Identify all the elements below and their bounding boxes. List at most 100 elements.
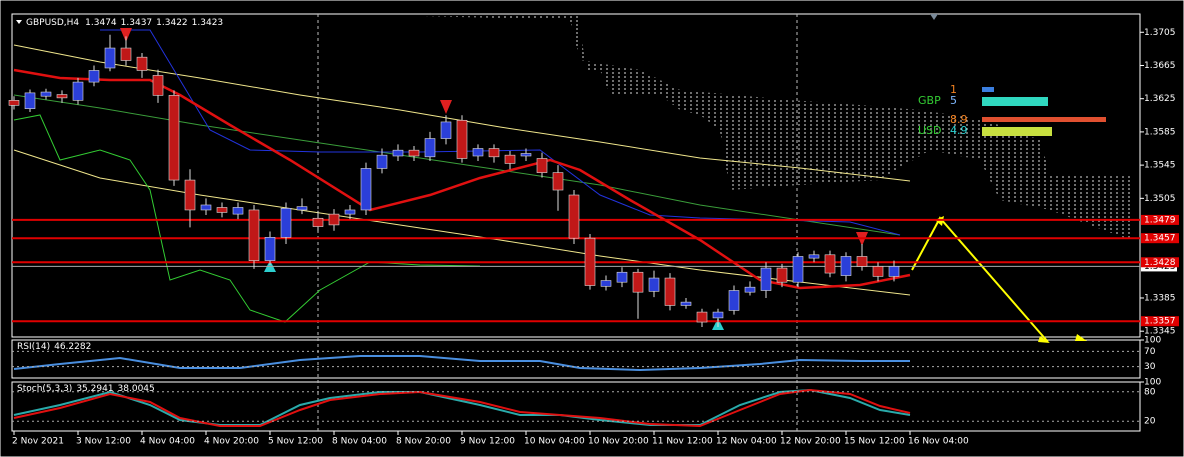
candle-body xyxy=(88,70,100,83)
candle-body xyxy=(440,121,452,139)
candle-body xyxy=(616,271,628,283)
candle-body xyxy=(728,290,740,311)
candle-body xyxy=(248,209,260,261)
level-label: 1.3457 xyxy=(1144,234,1176,244)
chikou-line xyxy=(13,114,481,323)
candle-body xyxy=(200,204,212,211)
indicator-value: 46.2282 xyxy=(54,342,91,352)
candle-body xyxy=(312,217,324,227)
candle-body xyxy=(888,266,900,277)
candle-body xyxy=(872,266,884,277)
candle-body xyxy=(216,207,228,213)
moving-average xyxy=(13,44,911,182)
menu-arrow xyxy=(16,20,22,24)
x-tick-label: 3 Nov 12:00 xyxy=(76,437,131,447)
y-tick-label: 1.3665 xyxy=(1144,61,1176,71)
chart-header: GBPUSD,H4 1.3474 1.3437 1.3422 1.3423 xyxy=(26,18,223,28)
level-label-bg xyxy=(1141,214,1179,225)
x-tick-label: 9 Nov 12:00 xyxy=(460,437,515,447)
y-tick-label: 1.3385 xyxy=(1144,293,1176,303)
candle-body xyxy=(776,267,788,283)
indicator-tick-label: 100 xyxy=(1144,378,1161,388)
x-tick-label: 15 Nov 12:00 xyxy=(844,437,905,447)
strength-value: 5 xyxy=(950,94,957,107)
candle-body xyxy=(232,207,244,215)
rsi-line xyxy=(13,355,910,372)
candle-body xyxy=(744,286,756,293)
currency-name: GBP xyxy=(918,94,941,107)
candle-body xyxy=(520,153,532,157)
candle-body xyxy=(504,154,516,164)
candle-body xyxy=(360,168,372,211)
indicator-value: 38.0045 xyxy=(118,384,155,394)
x-tick-label: 10 Nov 20:00 xyxy=(588,437,649,447)
level-label: 1.3479 xyxy=(1144,215,1176,225)
candle-body xyxy=(632,271,644,293)
candle-body xyxy=(344,209,356,215)
candle-body xyxy=(328,213,340,226)
candle-body xyxy=(552,172,564,191)
candle-body xyxy=(424,138,436,158)
candle-body xyxy=(680,301,692,306)
y-tick-label: 1.3625 xyxy=(1144,94,1176,104)
candle-body xyxy=(56,94,68,99)
header-value: 1.3422 xyxy=(156,18,188,28)
indicator-tick-label: 30 xyxy=(1144,362,1156,372)
x-tick-label: 5 Nov 12:00 xyxy=(268,437,323,447)
ichimoku-cloud xyxy=(350,14,1130,240)
candle-body xyxy=(600,280,612,287)
candle-body xyxy=(824,254,836,274)
indicator-tick-label: 70 xyxy=(1144,347,1156,357)
candle-body xyxy=(152,75,164,96)
candle-body xyxy=(808,254,820,259)
moving-average xyxy=(13,94,901,236)
indicator-value: 35.2941 xyxy=(76,384,113,394)
candle-body xyxy=(376,154,388,169)
x-tick-label: 8 Nov 04:00 xyxy=(332,437,387,447)
strength-value: 4.9 xyxy=(950,124,968,137)
candle-body xyxy=(408,149,420,157)
candle-body xyxy=(24,92,36,109)
shift-marker xyxy=(930,14,938,20)
x-tick-label: 11 Nov 12:00 xyxy=(652,437,713,447)
strength-bar xyxy=(982,127,1052,136)
indicator-tick-label: 80 xyxy=(1144,387,1156,397)
candle-body xyxy=(712,311,724,319)
strength-value: 1 xyxy=(950,83,957,96)
y-tick-label: 1.3345 xyxy=(1144,327,1176,337)
candle-body xyxy=(72,81,84,101)
candle-body xyxy=(840,256,852,276)
x-tick-label: 8 Nov 20:00 xyxy=(396,437,451,447)
x-tick-label: 2 Nov 2021 xyxy=(12,437,64,447)
candle-body xyxy=(136,56,148,71)
candle-body xyxy=(392,149,404,157)
candle-body xyxy=(120,47,132,61)
level-label-bg xyxy=(1141,316,1179,327)
candle-body xyxy=(168,95,180,181)
y-tick-label: 1.3705 xyxy=(1144,28,1176,38)
x-tick-label: 16 Nov 04:00 xyxy=(908,437,969,447)
indicator-tick-label: 20 xyxy=(1144,417,1156,427)
level-label-bg xyxy=(1141,257,1179,268)
candle-body xyxy=(456,119,468,159)
header-value: 1.3437 xyxy=(121,18,153,28)
candle-body xyxy=(648,277,660,292)
level-label: 1.3357 xyxy=(1144,317,1176,327)
candle-body xyxy=(584,237,596,286)
stoch-signal xyxy=(13,388,911,428)
x-tick-label: 12 Nov 04:00 xyxy=(716,437,777,447)
indicator-label: RSI(14) 46.2282 xyxy=(17,342,91,352)
indicator-tick-label: 100 xyxy=(1144,336,1161,346)
moving-average xyxy=(13,149,911,296)
candle-body xyxy=(856,256,868,267)
indicator-name: Stoch(5,3,3) xyxy=(17,384,72,394)
x-tick-label: 4 Nov 04:00 xyxy=(140,437,195,447)
indicator-name: RSI(14) xyxy=(17,342,50,352)
currency-name: USD xyxy=(918,124,942,137)
candle-body xyxy=(760,267,772,291)
candle-body xyxy=(8,100,20,106)
candle-body xyxy=(40,91,52,97)
header-value: 1.3423 xyxy=(192,18,224,28)
